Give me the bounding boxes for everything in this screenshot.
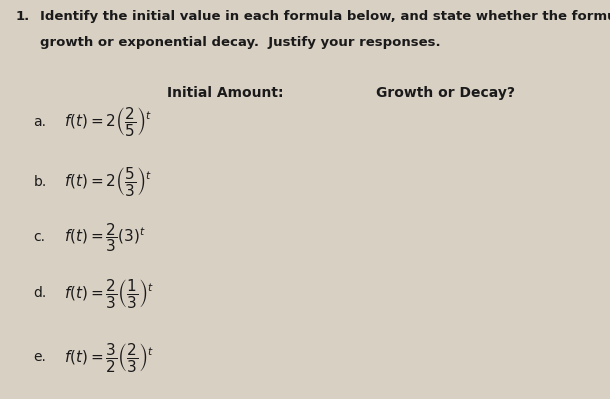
Text: Initial Amount:: Initial Amount: bbox=[168, 86, 284, 100]
Text: 1.: 1. bbox=[15, 10, 29, 23]
Text: $f(t) = \dfrac{3}{2}\left(\dfrac{2}{3}\right)^{t}$: $f(t) = \dfrac{3}{2}\left(\dfrac{2}{3}\r… bbox=[64, 341, 154, 373]
Text: c.: c. bbox=[34, 230, 46, 245]
Text: e.: e. bbox=[34, 350, 46, 364]
Text: Identify the initial value in each formula below, and state whether the formula : Identify the initial value in each formu… bbox=[40, 10, 610, 23]
Text: b.: b. bbox=[34, 174, 47, 189]
Text: d.: d. bbox=[34, 286, 47, 300]
Text: $f(t) = 2\left(\dfrac{5}{3}\right)^{t}$: $f(t) = 2\left(\dfrac{5}{3}\right)^{t}$ bbox=[64, 165, 152, 198]
Text: a.: a. bbox=[34, 115, 46, 129]
Text: $f(t) = 2\left(\dfrac{2}{5}\right)^{t}$: $f(t) = 2\left(\dfrac{2}{5}\right)^{t}$ bbox=[64, 105, 152, 138]
Text: $f(t) = \dfrac{2}{3}\left(\dfrac{1}{3}\right)^{t}$: $f(t) = \dfrac{2}{3}\left(\dfrac{1}{3}\r… bbox=[64, 277, 154, 310]
Text: growth or exponential decay.  Justify your responses.: growth or exponential decay. Justify you… bbox=[40, 36, 440, 49]
Text: Growth or Decay?: Growth or Decay? bbox=[376, 86, 515, 100]
Text: $f(t) = \dfrac{2}{3}(3)^{t}$: $f(t) = \dfrac{2}{3}(3)^{t}$ bbox=[64, 221, 146, 254]
